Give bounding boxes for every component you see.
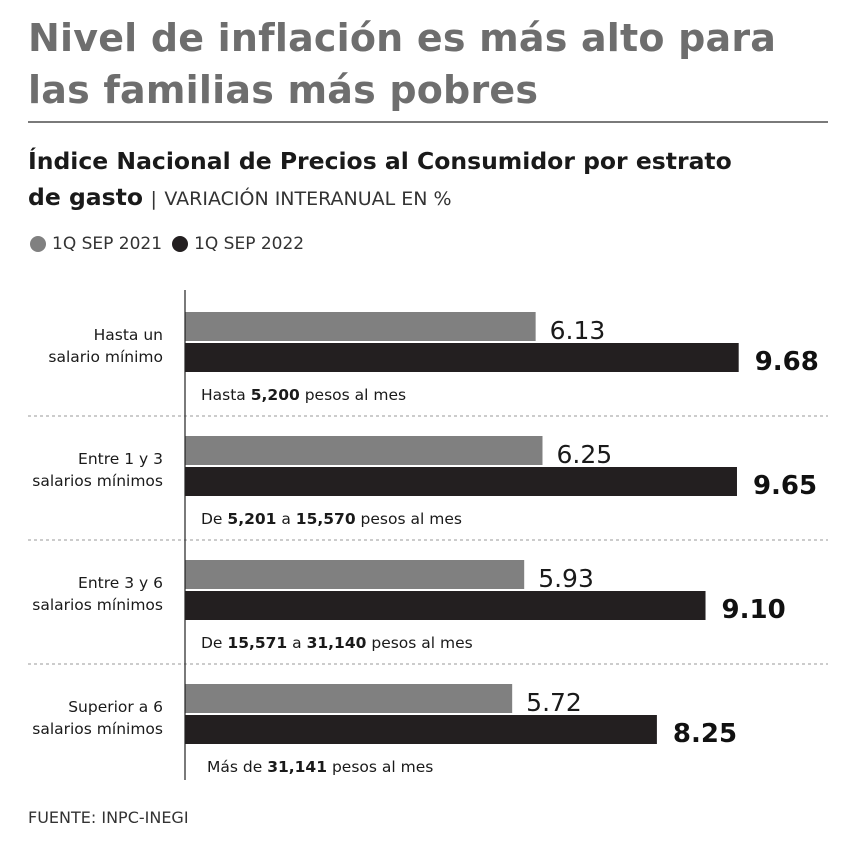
- subtitle-line-2: de gasto: [28, 183, 143, 211]
- income-text: Más de: [207, 758, 267, 776]
- headline-line-1: Nivel de inflación es más alto para: [28, 16, 777, 60]
- category-label: salarios mínimos: [32, 596, 163, 614]
- income-amount: 15,570: [296, 510, 356, 528]
- income-text: pesos al mes: [366, 634, 472, 652]
- value-label-2022: 9.65: [753, 471, 817, 501]
- category-label: salarios mínimos: [32, 720, 163, 738]
- legend-label-2022: 1Q SEP 2022: [194, 234, 305, 254]
- title-divider: [28, 121, 828, 123]
- headline-line-2: las familias más pobres: [28, 68, 539, 112]
- legend-label-2021: 1Q SEP 2021: [52, 234, 163, 254]
- category-label: Superior a 6: [68, 698, 163, 716]
- bar-2022: [185, 343, 739, 372]
- legend-entry-2021: 1Q SEP 2021: [30, 234, 162, 254]
- bar-2022: [185, 715, 657, 744]
- value-label-2021: 5.93: [538, 564, 594, 593]
- bar-2021: [185, 312, 536, 341]
- income-text: De: [201, 634, 227, 652]
- bar-chart: Hasta un salario mínimo 6.13 9.68 Hasta 5,20…: [28, 290, 828, 780]
- income-range-note: Hasta 5,200 pesos al mes: [201, 386, 406, 404]
- category-label: salarios mínimos: [32, 472, 163, 490]
- income-text: a: [287, 634, 306, 652]
- source-note: FUENTE: INPC-INEGI: [28, 808, 189, 827]
- category-label: Hasta un: [94, 326, 163, 344]
- income-text: pesos al mes: [300, 386, 406, 404]
- value-label-2021: 6.25: [557, 440, 613, 469]
- income-text: De: [201, 510, 227, 528]
- value-label-2022: 9.68: [755, 347, 819, 377]
- legend-dot-2021-icon: [30, 236, 46, 252]
- bar-2021: [185, 436, 543, 465]
- income-amount: 15,571: [227, 634, 287, 652]
- income-amount: 31,141: [267, 758, 327, 776]
- category-label: Entre 3 y 6: [78, 574, 163, 592]
- income-amount: 31,140: [307, 634, 367, 652]
- legend-entry-2022: 1Q SEP 2022: [172, 234, 304, 254]
- value-label-2022: 9.10: [722, 595, 786, 625]
- bar-2021: [185, 684, 513, 713]
- bar-2022: [185, 467, 737, 496]
- income-text: pesos al mes: [356, 510, 462, 528]
- category-label: Entre 1 y 3: [78, 450, 163, 468]
- income-text: Hasta: [201, 386, 251, 404]
- legend-dot-2022-icon: [172, 236, 189, 252]
- income-range-note: De 5,201 a 15,570 pesos al mes: [201, 510, 462, 528]
- income-text: pesos al mes: [327, 758, 433, 776]
- bar-2022: [185, 591, 706, 620]
- subtitle-separator: |: [150, 188, 157, 210]
- income-amount: 5,200: [251, 386, 300, 404]
- value-label-2022: 8.25: [673, 719, 737, 749]
- income-range-note: De 15,571 a 31,140 pesos al mes: [201, 634, 473, 652]
- value-label-2021: 5.72: [526, 688, 582, 717]
- bar-2021: [185, 560, 525, 589]
- value-label-2021: 6.13: [550, 316, 606, 345]
- chart-legend: 1Q SEP 2021 1Q SEP 2022: [30, 232, 314, 256]
- subtitle-unit: VARIACIÓN INTERANUAL EN %: [164, 188, 452, 210]
- headline: Nivel de inflación es más alto para las …: [28, 12, 838, 116]
- chart-subtitle: Índice Nacional de Precios al Consumidor…: [28, 143, 828, 217]
- category-label: salario mínimo: [48, 348, 163, 366]
- income-range-note: Más de 31,141 pesos al mes: [207, 758, 433, 776]
- income-text: a: [276, 510, 295, 528]
- income-amount: 5,201: [227, 510, 276, 528]
- subtitle-line-1: Índice Nacional de Precios al Consumidor…: [28, 147, 732, 175]
